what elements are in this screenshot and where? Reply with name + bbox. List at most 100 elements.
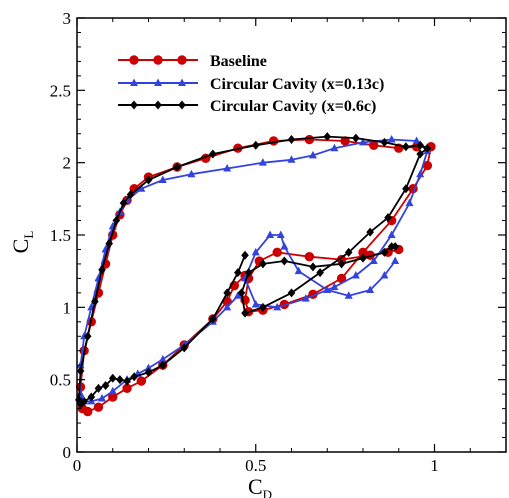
data-point-cavity-013 [330,143,339,152]
data-point-cavity-06 [209,149,217,159]
data-point-cavity-013 [273,302,282,311]
tick-labels-layer: 0 0.5 1 1.5 2 2.5 3 0 0.5 1 [50,9,439,475]
data-point-cavity-013 [137,184,146,192]
legend-marker [178,100,186,110]
data-point-cavity-06 [241,308,249,318]
data-point-cavity-06 [416,149,424,159]
legend-marker-baseline [129,55,187,65]
legend-marker [129,55,139,65]
data-point-cavity-013 [387,230,396,238]
y-tick-label: 1.5 [50,226,71,245]
data-point-cavity-013 [98,393,107,402]
data-point-cavity-06 [180,343,189,353]
series-cavity-06 [74,132,432,409]
data-point-cavity-013 [330,282,339,291]
data-point-cavity-06 [337,259,346,269]
data-point-cavity-013 [351,271,360,279]
data-point-cavity-013 [366,285,375,293]
data-point-cavity-013 [280,242,289,250]
series-line-baseline [79,138,432,413]
data-point-cavity-013 [258,158,267,166]
data-point-cavity-013 [294,266,303,275]
data-point-cavity-06 [108,373,117,383]
data-point-cavity-06 [223,288,231,298]
legend-marker [153,55,163,65]
data-point-cavity-06 [384,213,392,223]
data-point-cavity-013 [158,354,167,363]
data-point-cavity-013 [301,294,310,302]
data-point-cavity-06 [126,189,135,199]
data-point-cavity-06 [98,265,106,275]
legend-marker [130,78,138,86]
data-point-cavity-013 [380,271,389,279]
series-line-cavity-06 [77,135,429,406]
data-point-cavity-06 [380,137,389,147]
data-point-cavity-06 [402,184,410,194]
legend-marker [154,78,162,86]
data-point-cavity-06 [391,242,399,252]
legend-marker [177,55,187,65]
data-point-cavity-013 [223,163,232,172]
data-point-cavity-06 [259,259,267,269]
data-point-cavity-013 [412,136,421,144]
data-point-cavity-013 [251,247,260,256]
x-tick-label: 0 [73,456,82,475]
data-point-cavity-013 [308,150,317,159]
legend-marker-cavity-013 [130,78,186,86]
data-point-cavity-06 [116,375,124,385]
data-point-cavity-013 [187,169,196,178]
data-point-cavity-06 [366,227,374,237]
data-point-cavity-013 [144,363,153,372]
x-axis-label: CD [248,474,272,498]
legend-label-cavity-013: Circular Cavity (x=0.13c) [210,76,384,93]
y-tick-label: 1 [63,298,72,317]
y-tick-label: 0 [63,443,72,462]
data-point-cavity-013 [369,256,378,265]
data-point-cavity-013 [391,256,400,265]
data-point-baseline [93,402,104,412]
data-point-cavity-06 [123,376,131,386]
legend-marker [154,100,162,110]
data-point-cavity-013 [344,291,353,299]
data-point-cavity-013 [76,360,85,369]
data-point-cavity-06 [287,135,296,145]
data-point-cavity-013 [233,291,242,299]
data-point-cavity-06 [76,366,85,376]
data-point-cavity-06 [173,162,181,172]
data-point-cavity-06 [144,175,153,185]
data-point-cavity-06 [402,142,410,152]
data-point-cavity-013 [323,285,332,293]
data-point-cavity-013 [251,299,260,308]
data-point-cavity-06 [380,247,389,257]
data-point-cavity-06 [130,372,138,382]
data-point-cavity-06 [83,331,92,341]
data-point-cavity-013 [405,198,414,207]
data-point-cavity-013 [287,155,296,163]
data-point-cavity-013 [266,230,275,238]
data-point-baseline [304,134,315,145]
data-point-baseline [304,252,315,262]
y-tick-label: 2.5 [50,81,71,100]
data-point-cavity-013 [416,169,425,178]
data-point-cavity-013 [276,230,285,238]
data-point-cavity-06 [234,268,242,278]
y-tick-label: 3 [63,9,72,28]
data-point-cavity-013 [223,302,232,311]
data-point-cavity-013 [387,135,396,143]
legend-entry-cavity-013: Circular Cavity (x=0.13c) [118,76,384,93]
legend-entry-cavity-06: Circular Cavity (x=0.6c) [118,98,376,115]
data-point-cavity-06 [316,268,324,278]
data-point-cavity-06 [323,132,332,142]
data-point-cavity-06 [241,250,249,260]
data-point-cavity-06 [94,383,103,393]
legend-marker [130,100,138,110]
series-layer [74,132,436,417]
data-point-cavity-06 [259,302,267,312]
data-point-cavity-06 [209,314,217,324]
y-axis-label: CL [8,231,36,254]
data-point-cavity-06 [416,140,424,150]
legend-entry-baseline: Baseline [118,53,267,70]
legend: Baseline Circular Cavity (x=0.13c) Circu… [118,53,384,115]
ticks-layer [76,17,506,453]
